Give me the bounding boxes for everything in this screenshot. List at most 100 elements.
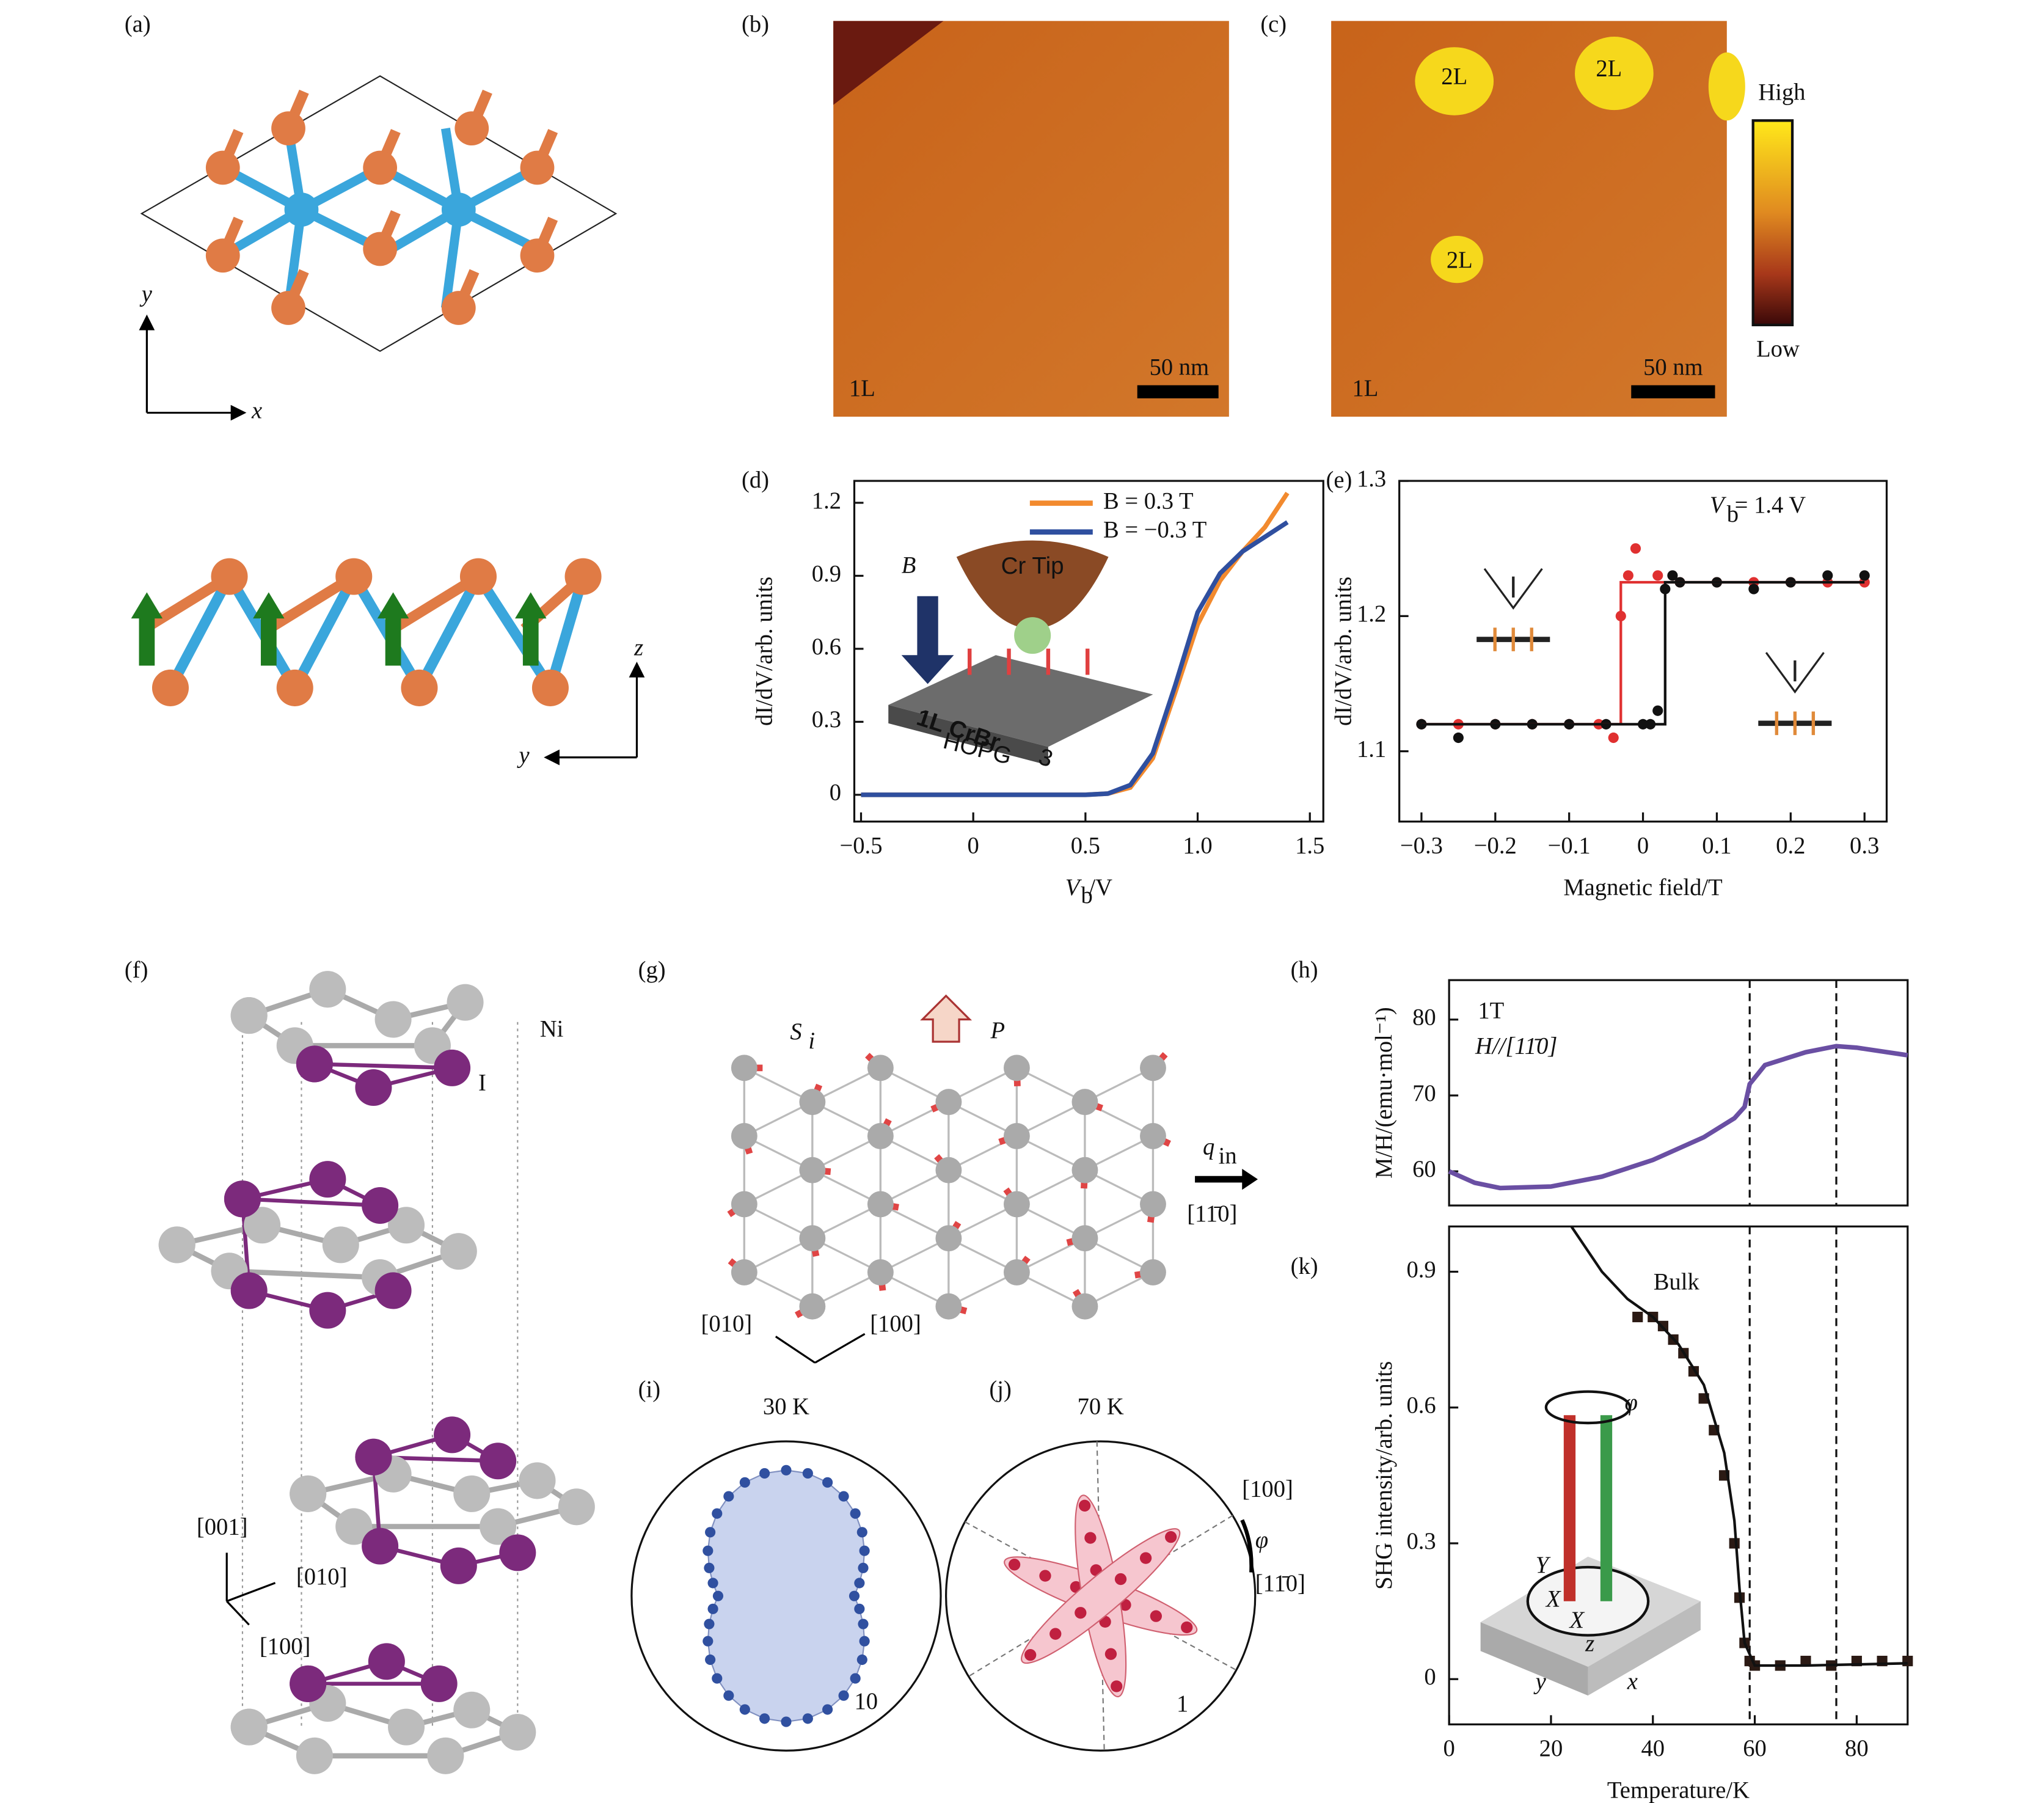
- plot-frame: [853, 480, 1324, 823]
- polar-point: [781, 1716, 792, 1727]
- panel-label: (b): [742, 12, 769, 37]
- angle-arrow: [1240, 1519, 1254, 1573]
- x-tick-label: 0.2: [1776, 833, 1805, 858]
- atom: [731, 1191, 757, 1218]
- polar-point: [704, 1562, 715, 1573]
- polar-point: [739, 1477, 750, 1488]
- x-tick-label: 1.5: [1295, 833, 1324, 858]
- plot-frame: [1448, 1225, 1909, 1725]
- inset-label: z: [1585, 1631, 1594, 1657]
- atom: [296, 1737, 333, 1774]
- polar-point: [781, 1465, 792, 1476]
- field-arrow: [901, 596, 954, 684]
- polar-point: [850, 1673, 861, 1684]
- atom: [368, 1643, 405, 1680]
- colorbar: [1751, 119, 1794, 327]
- polar-point: [858, 1562, 869, 1573]
- atom: [1140, 1191, 1166, 1218]
- label: [11̄0]: [1187, 1201, 1237, 1227]
- atom: [322, 1226, 359, 1264]
- atom: [731, 1055, 757, 1081]
- polar-point: [723, 1690, 734, 1701]
- label: P: [990, 1018, 1006, 1044]
- polar-point: [838, 1491, 849, 1502]
- layer-label: 1L: [1352, 376, 1378, 401]
- atom: [1071, 1225, 1098, 1252]
- x-tick-label: 0.3: [1850, 833, 1879, 858]
- data-point: [1822, 570, 1833, 581]
- bond: [290, 574, 359, 690]
- atom: [158, 1226, 195, 1264]
- atom: [362, 1187, 399, 1224]
- polar-point: [856, 1654, 867, 1666]
- arrow-head: [139, 314, 155, 331]
- atom: [520, 238, 555, 273]
- polar-point: [858, 1618, 869, 1629]
- scale-bar: [1137, 385, 1219, 398]
- polar-point: [1075, 1607, 1087, 1619]
- polar-point: [822, 1704, 833, 1715]
- atom: [1003, 1055, 1030, 1081]
- atom: [420, 1665, 458, 1702]
- atom: [401, 669, 438, 706]
- atom: [205, 238, 240, 273]
- y-axis-label: SHG intensity/arb. units: [1371, 1361, 1397, 1590]
- label: 30 K: [763, 1394, 809, 1419]
- atom: [309, 1161, 346, 1198]
- polar-point: [822, 1477, 833, 1488]
- atom: [290, 1665, 327, 1702]
- polar-point: [759, 1713, 770, 1724]
- label: y: [139, 282, 153, 307]
- atom: [447, 984, 484, 1021]
- sample-block: [1588, 1601, 1701, 1696]
- x-tick-label: 0.1: [1702, 833, 1731, 858]
- atom: [374, 1001, 412, 1038]
- atom: [1003, 1259, 1030, 1286]
- polar-point: [802, 1468, 813, 1479]
- atom: [531, 669, 569, 706]
- annotation: 1T: [1478, 998, 1504, 1024]
- polar-point: [1008, 1559, 1021, 1571]
- stm-image: [1331, 21, 1727, 417]
- atom: [309, 1292, 346, 1329]
- atom: [867, 1259, 894, 1286]
- sample-ring: [1526, 1565, 1650, 1637]
- polar-point: [723, 1491, 734, 1502]
- x-axis-label: Magnetic field/T: [1563, 875, 1722, 901]
- legend-label: B = −0.3 T: [1103, 517, 1206, 543]
- data-point: [1652, 705, 1663, 716]
- polar-point: [859, 1636, 870, 1647]
- atom: [799, 1089, 826, 1116]
- data-point: [1632, 1311, 1643, 1323]
- tip: [956, 540, 1109, 629]
- atom: [441, 192, 476, 227]
- x-tick-label: −0.2: [1474, 833, 1517, 858]
- sample-block: [1480, 1622, 1588, 1696]
- spin-arrow: [260, 615, 277, 666]
- rotation: [1544, 1390, 1632, 1425]
- x-tick-label: 0.5: [1071, 833, 1100, 858]
- atom: [355, 1069, 392, 1106]
- panel-label: (d): [742, 467, 769, 493]
- atom: [867, 1191, 894, 1218]
- y-tick-label: 70: [1412, 1081, 1436, 1106]
- polar-point: [1084, 1532, 1097, 1544]
- polar-point: [704, 1618, 715, 1629]
- atom: [151, 669, 189, 706]
- label: z: [633, 635, 643, 661]
- polar-point: [854, 1578, 865, 1589]
- label: q: [1203, 1135, 1214, 1160]
- atom: [440, 1233, 477, 1270]
- label: [100]: [1242, 1476, 1293, 1502]
- label: [11̄0]: [1255, 1571, 1305, 1596]
- island-label: 2L: [1596, 56, 1622, 82]
- atom: [935, 1089, 962, 1116]
- y-tick-label: 0.9: [1406, 1257, 1436, 1282]
- polar-point: [759, 1468, 770, 1479]
- scale-label: 50 nm: [1150, 355, 1210, 381]
- atom: [731, 1259, 757, 1286]
- atom: [230, 1272, 268, 1309]
- polar-point: [707, 1578, 718, 1589]
